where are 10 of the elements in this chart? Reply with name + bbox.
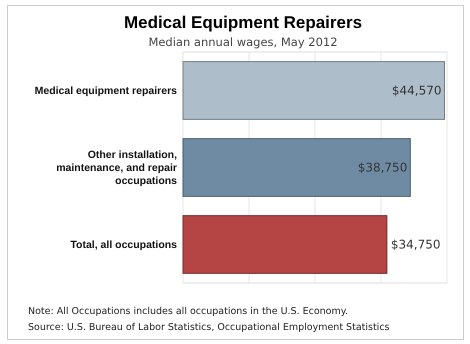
y-tick-label: Total, all occupations <box>70 239 178 252</box>
y-tick-label: Other installation, maintenance, and repair occupations <box>56 149 178 188</box>
source-note: Source: U.S. Bureau of Labor Statistics, Occupational Employment Statistics <box>28 322 390 333</box>
data-label: $34,750 <box>390 238 440 252</box>
chart-subtitle: Median annual wages, May 2012 <box>148 35 338 49</box>
data-label: $44,570 <box>392 84 442 98</box>
chart-title: Medical Equipment Repairers <box>124 13 362 32</box>
data-label: $38,750 <box>358 160 408 175</box>
y-tick-label: Medical equipment repairers <box>34 85 178 98</box>
text: Note: All Occupations includes all occupations in the U.S. Economy. <box>28 306 348 317</box>
